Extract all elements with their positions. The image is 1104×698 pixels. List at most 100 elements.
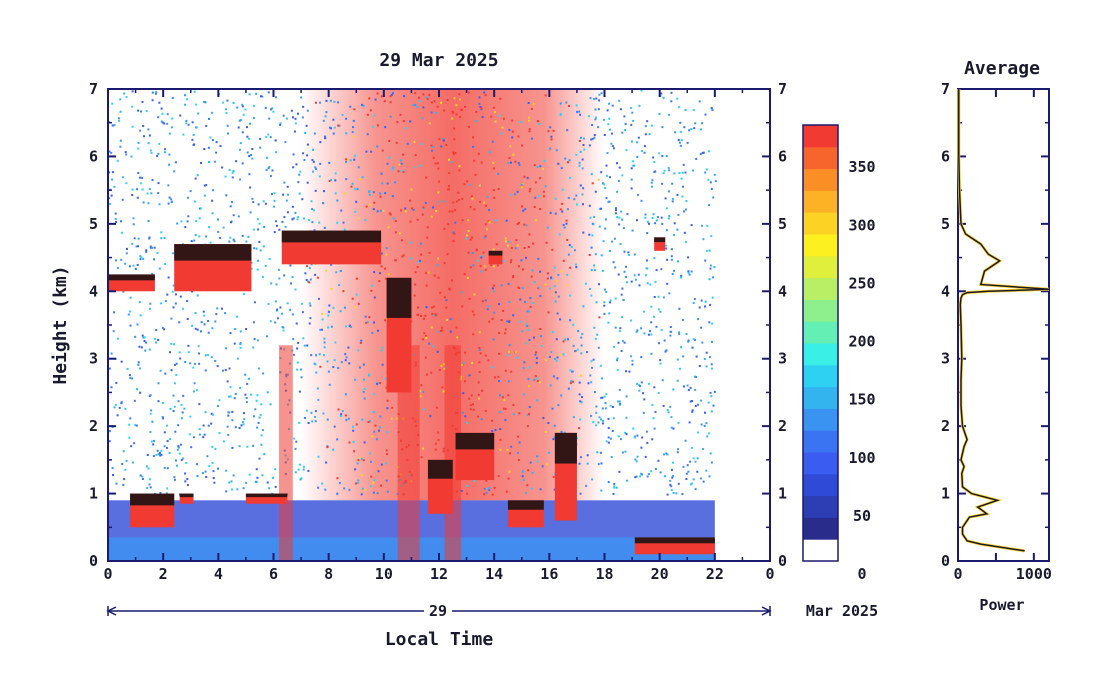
noise-speck <box>671 476 674 479</box>
noise-speck <box>566 129 569 132</box>
noise-speck <box>148 348 151 351</box>
noise-speck <box>460 489 463 492</box>
noise-speck <box>113 185 116 188</box>
noise-speck <box>260 443 263 446</box>
y-tick-label-right: 0 <box>778 552 787 570</box>
noise-speck <box>472 408 475 411</box>
noise-speck <box>697 318 700 321</box>
noise-speck <box>461 291 463 294</box>
noise-speck <box>508 157 511 159</box>
noise-speck <box>434 162 437 165</box>
noise-speck <box>579 492 582 495</box>
noise-speck <box>658 342 660 345</box>
noise-speck <box>708 278 711 281</box>
noise-speck <box>167 202 170 205</box>
noise-speck <box>665 244 668 247</box>
noise-speck <box>400 209 403 212</box>
noise-speck <box>652 156 655 159</box>
noise-speck <box>493 196 496 199</box>
noise-speck <box>190 446 193 449</box>
noise-speck <box>430 111 433 114</box>
noise-speck <box>225 108 228 111</box>
noise-speck <box>195 103 198 106</box>
noise-speck <box>125 96 128 98</box>
noise-speck <box>609 299 612 302</box>
noise-speck <box>119 98 122 101</box>
noise-speck <box>334 341 337 344</box>
noise-speck <box>578 164 581 167</box>
noise-speck <box>256 476 259 479</box>
noise-speck <box>576 348 579 351</box>
noise-speck <box>205 184 208 186</box>
noise-speck <box>699 477 702 480</box>
noise-speck <box>582 305 585 308</box>
noise-speck <box>464 105 466 108</box>
noise-speck <box>334 192 337 195</box>
colorbar-segment <box>803 321 838 344</box>
noise-speck <box>627 251 630 254</box>
noise-speck <box>397 170 400 173</box>
noise-speck <box>620 350 623 352</box>
noise-speck <box>576 203 578 206</box>
noise-speck <box>274 139 277 142</box>
noise-speck <box>451 279 453 282</box>
noise-speck <box>295 163 298 166</box>
noise-speck <box>308 281 311 284</box>
noise-speck <box>646 282 649 285</box>
noise-speck <box>253 415 255 418</box>
noise-speck <box>165 492 168 495</box>
noise-speck <box>187 344 190 347</box>
noise-speck <box>504 328 507 331</box>
noise-speck <box>694 376 697 378</box>
noise-speck <box>157 382 160 385</box>
noise-speck <box>266 156 269 159</box>
noise-speck <box>583 148 586 151</box>
noise-speck <box>673 234 676 236</box>
chart-title: 29 Mar 2025 <box>379 50 498 71</box>
date-bar-arrow-right <box>761 606 772 616</box>
noise-speck <box>508 319 511 322</box>
noise-speck <box>108 197 111 200</box>
noise-speck <box>370 475 373 478</box>
noise-speck <box>605 164 608 167</box>
noise-speck <box>282 114 285 117</box>
noise-speck <box>143 340 146 342</box>
noise-speck <box>685 333 688 335</box>
noise-speck <box>163 237 166 239</box>
noise-speck <box>277 317 279 320</box>
noise-speck <box>264 264 267 267</box>
noise-speck <box>595 411 598 414</box>
noise-speck <box>376 145 379 148</box>
noise-speck <box>293 130 296 133</box>
noise-speck <box>418 96 421 99</box>
noise-speck <box>337 408 340 411</box>
noise-speck <box>315 168 318 170</box>
noise-speck <box>411 207 413 210</box>
noise-speck <box>648 133 651 136</box>
colorbar-segment <box>803 234 838 257</box>
noise-speck <box>483 488 486 490</box>
noise-speck <box>151 99 154 102</box>
noise-speck <box>605 197 608 200</box>
noise-speck <box>365 150 368 153</box>
noise-speck <box>455 113 458 116</box>
noise-speck <box>383 267 386 270</box>
noise-speck <box>475 110 478 113</box>
noise-speck <box>151 246 154 249</box>
noise-speck <box>380 265 383 268</box>
noise-speck <box>709 303 712 306</box>
noise-speck <box>531 471 534 474</box>
noise-speck <box>587 382 590 385</box>
noise-speck <box>475 249 478 252</box>
noise-speck <box>597 346 600 349</box>
colorbar-tick-label: 250 <box>848 274 875 292</box>
noise-speck <box>705 469 708 472</box>
noise-speck <box>279 122 282 125</box>
noise-speck <box>618 166 621 169</box>
profile-title: Average <box>964 58 1040 79</box>
noise-speck <box>295 322 298 325</box>
noise-speck <box>607 427 610 429</box>
noise-speck <box>145 249 148 252</box>
noise-speck <box>241 105 244 108</box>
noise-speck <box>187 351 190 354</box>
